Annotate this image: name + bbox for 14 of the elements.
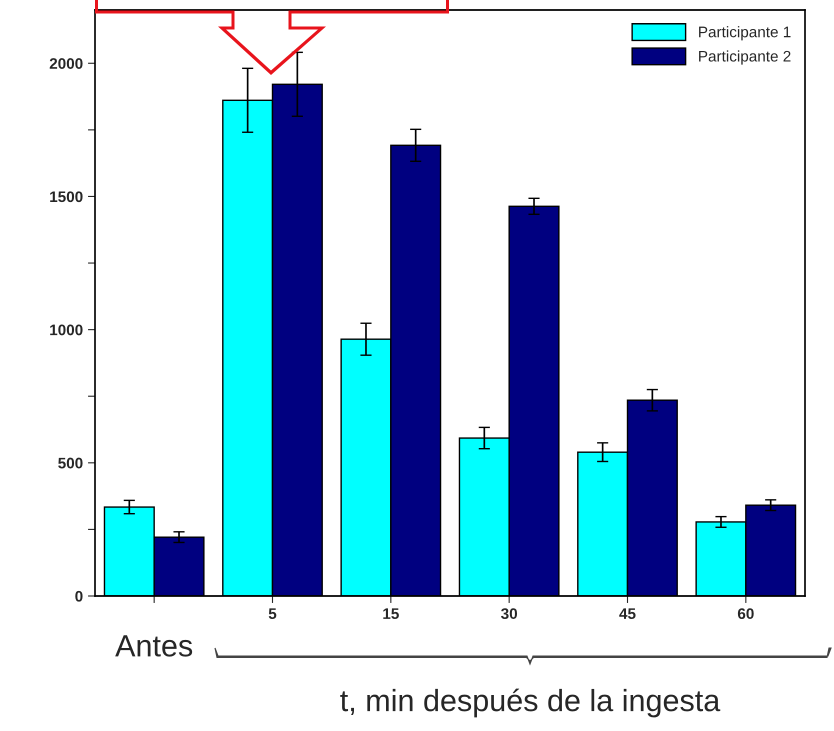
- legend-label: Participante 1: [699, 26, 791, 40]
- y-tick-label: 0: [75, 590, 83, 602]
- x-tick-label: Antes: [115, 635, 192, 657]
- legend-label: Participante 2: [699, 50, 790, 65]
- x-tick-label: 15: [383, 608, 399, 620]
- x-tick-label: 5: [268, 608, 276, 620]
- y-tick-label: 1000: [50, 324, 83, 336]
- x-tick-label: 45: [619, 608, 636, 620]
- text: t, min después de la ingesta: [340, 688, 720, 718]
- y-tick-label: 1500: [50, 191, 83, 202]
- x-tick-label: 30: [501, 608, 518, 620]
- y-tick-label: 2000: [50, 58, 83, 69]
- x-tick-label: 60: [738, 608, 754, 620]
- y-tick-label: 500: [58, 458, 83, 469]
